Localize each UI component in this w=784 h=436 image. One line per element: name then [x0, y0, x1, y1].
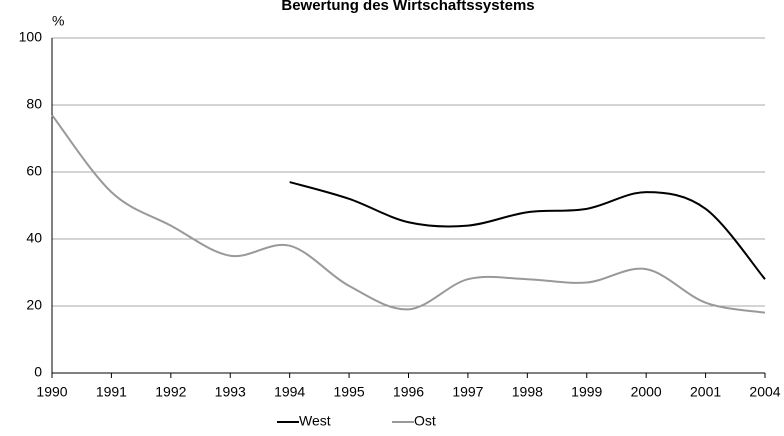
- x-tick-label: 1990: [36, 384, 67, 400]
- y-tick-label: 20: [26, 297, 42, 313]
- y-axis-label: %: [52, 13, 64, 29]
- chart-title: Bewertung des Wirtschaftssystems: [281, 0, 534, 14]
- y-tick-label: 40: [26, 230, 42, 246]
- x-tick-label: 2004: [749, 384, 780, 400]
- x-tick-label: 1996: [393, 384, 424, 400]
- line: [289, 181, 766, 280]
- x-tick-label: 1995: [334, 384, 365, 400]
- x-tick-label: 1998: [512, 384, 543, 400]
- legend-label: West: [299, 413, 331, 429]
- y-tick-label: 80: [26, 96, 42, 112]
- y-tick-label: 60: [26, 163, 42, 179]
- x-tick-label: 2001: [690, 384, 721, 400]
- x-tick-label: 1993: [215, 384, 246, 400]
- y-tick-label: 0: [34, 364, 42, 380]
- line: [51, 114, 766, 314]
- x-tick-label: 1999: [571, 384, 602, 400]
- x-tick-label: 2000: [631, 384, 662, 400]
- y-tick-label: 100: [19, 29, 43, 45]
- legend-label: Ost: [414, 413, 436, 429]
- x-tick-label: 1991: [96, 384, 127, 400]
- x-tick-label: 1992: [155, 384, 186, 400]
- x-tick-label: 1997: [452, 384, 483, 400]
- x-tick-label: 1994: [274, 384, 305, 400]
